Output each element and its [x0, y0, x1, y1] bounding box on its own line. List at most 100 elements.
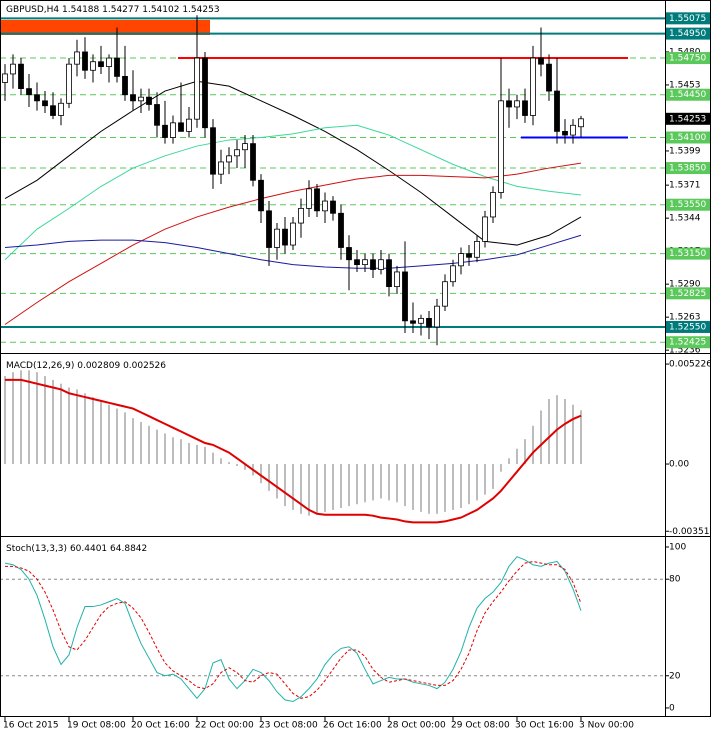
x-tick-label: 20 Oct 16:00 — [131, 721, 190, 731]
macd-bar — [212, 452, 214, 465]
macd-bar — [500, 464, 502, 472]
level-label: 1.53550 — [669, 200, 706, 210]
candle-body — [474, 240, 480, 258]
candle-body — [114, 57, 120, 77]
candle-body — [434, 305, 440, 328]
candle-body — [362, 259, 368, 266]
candle-body — [170, 122, 176, 138]
level-label-box — [666, 131, 711, 144]
x-tick-label: 30 Oct 16:00 — [515, 721, 574, 731]
macd-bar — [276, 464, 278, 499]
macd-bar — [188, 442, 190, 465]
macd-bar — [180, 439, 182, 465]
candle-body — [98, 61, 104, 68]
candle-body — [450, 265, 456, 283]
candle-body — [466, 253, 472, 258]
macd-bar — [220, 458, 222, 465]
moving-average — [4, 124, 582, 261]
candle-body — [258, 179, 264, 212]
candle-body — [82, 51, 88, 71]
candle-body — [138, 96, 144, 102]
macd-bar — [572, 404, 574, 465]
candle-body — [90, 61, 96, 71]
y-tick-label: 1.5236 — [669, 346, 701, 356]
candle-body — [490, 192, 496, 218]
candle-body — [34, 94, 40, 102]
level-label: 1.52550 — [669, 322, 706, 332]
candle-body — [194, 57, 200, 120]
macd-bar — [388, 464, 390, 501]
moving-average — [4, 162, 582, 325]
stoch-title: Stoch(13,3,3) 60.4401 64.8842 — [6, 544, 147, 554]
candle-body — [202, 57, 208, 129]
y-tick-label: 0.005226 — [669, 360, 711, 370]
macd-bar — [28, 370, 30, 465]
macd-bar — [548, 398, 550, 465]
macd-bar — [92, 397, 94, 465]
macd-bar — [380, 464, 382, 499]
signal-line — [5, 378, 582, 524]
candle-body — [26, 88, 32, 96]
x-tick-label: 22 Oct 00:00 — [195, 721, 254, 731]
candle-body — [274, 228, 280, 248]
candle-body — [506, 100, 512, 108]
level-label-box — [666, 336, 711, 349]
macd-bar — [292, 464, 294, 510]
level-label: 1.52425 — [669, 338, 706, 348]
candle-body — [530, 57, 536, 116]
plot-layer: 1.54801.54531.54261.53991.53711.53441.53… — [0, 12, 711, 731]
candle-body — [554, 90, 560, 132]
candle-body — [58, 102, 64, 116]
x-tick-label: 16 Oct 2015 — [3, 721, 59, 731]
level-label: 1.54100 — [669, 133, 706, 143]
candle-body — [282, 228, 288, 246]
candle-body — [570, 124, 576, 136]
level-label-box — [666, 52, 711, 65]
macd-bar — [436, 464, 438, 514]
macd-bar — [444, 464, 446, 512]
macd-bar — [236, 464, 238, 466]
macd-bar — [68, 387, 70, 465]
x-tick-label: 26 Oct 16:00 — [323, 721, 382, 731]
candle-body — [514, 100, 520, 108]
candle-body — [314, 188, 320, 212]
level-label: 1.52825 — [669, 289, 706, 299]
candle-body — [2, 73, 8, 83]
level-label: 1.54450 — [669, 90, 706, 100]
macd-bar — [300, 464, 302, 514]
y-tick-label: 1.5371 — [669, 181, 701, 191]
candle-body — [298, 207, 304, 224]
candle-body — [218, 161, 224, 175]
macd-bar — [428, 464, 430, 514]
candle-body — [330, 200, 336, 214]
candle-body — [354, 259, 360, 266]
level-label: 1.54950 — [669, 29, 706, 39]
macd-bar — [372, 464, 374, 501]
macd-bar — [524, 439, 526, 465]
current-price: 1.54253 — [669, 114, 706, 124]
candle-body — [154, 104, 160, 126]
y-tick-label: 80 — [669, 575, 681, 585]
candle-body — [418, 317, 424, 324]
candle-body — [122, 75, 128, 96]
macd-bar — [36, 372, 38, 465]
candle-body — [18, 63, 24, 90]
macd-bar — [420, 464, 422, 512]
level-label-box — [666, 287, 711, 300]
macd-bar — [204, 446, 206, 465]
y-tick-label: 20 — [669, 671, 681, 681]
macd-bar — [164, 433, 166, 465]
candle-body — [522, 100, 528, 116]
candle-body — [234, 149, 240, 157]
macd-bar — [476, 464, 478, 501]
chart-title: GBPUSD,H4 1.54188 1.54277 1.54102 1.5425… — [6, 5, 220, 15]
candle-body — [210, 127, 216, 175]
macd-bar — [308, 464, 310, 516]
y-tick-label: 1.5290 — [669, 280, 701, 290]
stoch-signal — [5, 560, 582, 699]
candle-body — [66, 63, 72, 104]
macd-bar — [532, 425, 534, 465]
macd-bar — [580, 410, 582, 465]
